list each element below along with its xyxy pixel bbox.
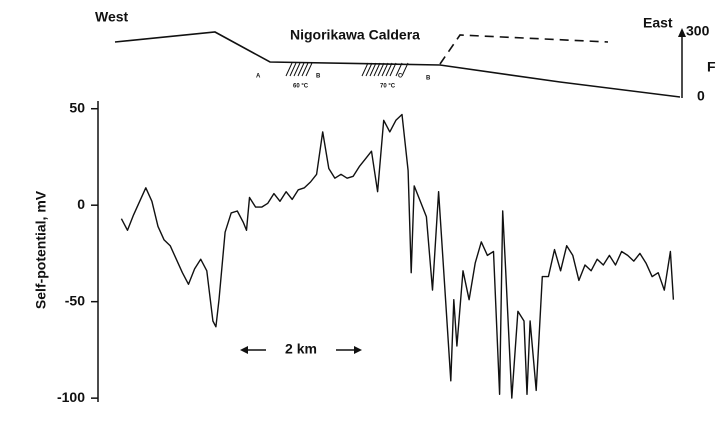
relief-unit: F — [707, 59, 716, 75]
relief-zero: 0 — [697, 88, 705, 104]
y-tick-label: 0 — [77, 196, 85, 212]
temp-label: 70 °C — [380, 84, 396, 90]
east-label: East — [643, 15, 673, 31]
scale-arrow-head — [240, 346, 248, 354]
terrain-profile — [114, 31, 681, 98]
relief-arrow — [678, 28, 686, 37]
temp-label: 60 °C — [293, 84, 309, 90]
y-tick-label: -50 — [65, 292, 85, 308]
y-tick-label: -100 — [57, 389, 85, 405]
scale-arrow-head — [354, 346, 362, 354]
caldera-label: Nigorikawa Caldera — [290, 27, 420, 43]
site-label: B — [316, 74, 321, 80]
sp-line — [120, 113, 675, 399]
y-tick-label: 50 — [69, 99, 85, 115]
scale-label: 2 km — [285, 341, 317, 357]
west-label: West — [95, 9, 129, 25]
hatch — [285, 62, 409, 77]
site-label: C — [398, 74, 403, 80]
relief-top: 300 — [686, 23, 710, 39]
site-label: B — [426, 76, 431, 82]
site-label: A — [256, 74, 261, 80]
y-axis-label: Self-potential, mV — [33, 190, 49, 309]
terrain-dashed — [439, 34, 609, 65]
